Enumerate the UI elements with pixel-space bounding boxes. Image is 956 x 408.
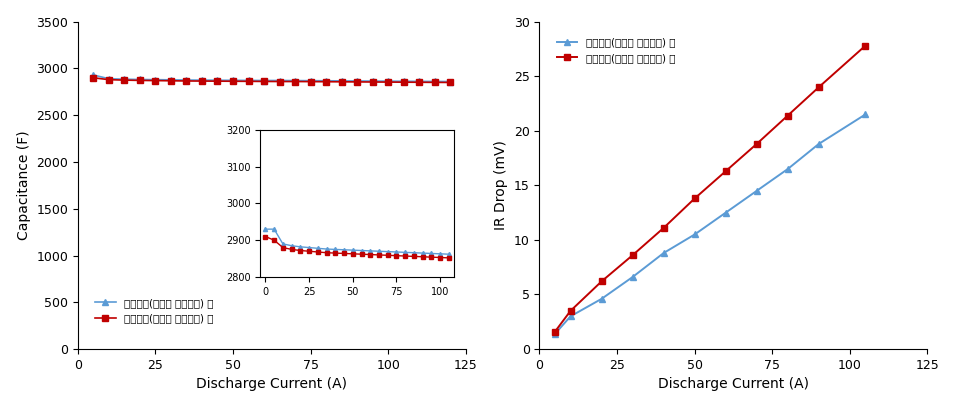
- 가스배울(전해액 추가없음) 후: [119, 78, 130, 82]
- 가스배울(전해액 추가없음) 후: [181, 78, 192, 83]
- 가스배울(전해액 추가없음) 후: [150, 78, 162, 83]
- 가스배울(전해액 추가없음) 후: [134, 78, 145, 83]
- Legend: 가스배울(전해액 추가없음) 전, 가스배울(전해액 추가없음) 후: 가스배울(전해액 추가없음) 전, 가스배울(전해액 추가없음) 후: [91, 294, 218, 328]
- 가스배울(전해액 추가없음) 전: [134, 77, 145, 82]
- 가스배울(전해액 추가없음) 전: [181, 78, 192, 82]
- 가스배울(전해액 추가없음) 후: [103, 77, 115, 82]
- 가스배울(전해액 추가없음) 전: [150, 77, 162, 82]
- 가스배울(전해액 추가없음) 후: [165, 78, 177, 83]
- 가스배울(전해액 추가없음) 전: [243, 78, 254, 83]
- 가스배울(전해액 추가없음) 후: [382, 80, 394, 84]
- Line: 가스배울(전해액 추가없음) 전: 가스배울(전해액 추가없음) 전: [91, 72, 453, 84]
- 가스배울(전해액 추가없음) 후: [196, 79, 207, 84]
- 가스배울(전해액 추가없음) 후: [211, 79, 223, 84]
- 가스배울(전해액 추가없음) 후: [290, 79, 301, 84]
- 가스배울(전해액 추가없음) 후: [273, 79, 285, 84]
- Legend: 가스배울(전해액 추가없음) 전, 가스배울(전해액 추가없음) 후: 가스배울(전해액 추가없음) 전, 가스배울(전해액 추가없음) 후: [553, 33, 680, 67]
- 가스배울(전해액 추가없음) 후: [243, 79, 254, 84]
- 가스배울(전해액 추가없음) 후: [414, 80, 425, 85]
- 가스배울(전해액 추가없음) 후: [565, 308, 576, 313]
- 가스배울(전해액 추가없음) 전: [782, 166, 793, 171]
- 가스배울(전해액 추가없음) 후: [228, 79, 239, 84]
- 가스배울(전해액 추가없음) 후: [627, 253, 639, 258]
- Y-axis label: IR Drop (mV): IR Drop (mV): [494, 140, 509, 230]
- 가스배울(전해액 추가없음) 후: [859, 43, 871, 48]
- 가스배울(전해액 추가없음) 전: [336, 78, 347, 83]
- 가스배울(전해액 추가없음) 후: [689, 196, 701, 201]
- 가스배울(전해액 추가없음) 후: [751, 142, 763, 146]
- 가스배울(전해액 추가없음) 전: [550, 331, 561, 336]
- 가스배울(전해액 추가없음) 후: [305, 79, 316, 84]
- 가스배울(전해액 추가없음) 후: [258, 79, 270, 84]
- 가스배울(전해액 추가없음) 전: [814, 142, 825, 146]
- 가스배울(전해액 추가없음) 전: [290, 78, 301, 83]
- 가스배울(전해액 추가없음) 전: [352, 78, 363, 83]
- Y-axis label: Capacitance (F): Capacitance (F): [16, 131, 31, 240]
- Line: 가스배울(전해액 추가없음) 전: 가스배울(전해액 추가없음) 전: [552, 111, 869, 337]
- 가스배울(전해액 추가없음) 전: [165, 78, 177, 82]
- 가스배울(전해액 추가없음) 전: [859, 112, 871, 117]
- 가스배울(전해액 추가없음) 전: [596, 296, 607, 301]
- 가스배울(전해액 추가없음) 전: [382, 79, 394, 84]
- 가스배울(전해액 추가없음) 후: [720, 169, 731, 174]
- 가스배울(전해액 추가없음) 후: [596, 279, 607, 284]
- 가스배울(전해액 추가없음) 전: [367, 79, 379, 84]
- 가스배울(전해액 추가없음) 전: [320, 78, 332, 83]
- 가스배울(전해액 추가없음) 전: [273, 78, 285, 83]
- 가스배울(전해액 추가없음) 후: [445, 80, 456, 85]
- 가스배울(전해액 추가없음) 전: [429, 79, 441, 84]
- 가스배울(전해액 추가없음) 전: [196, 78, 207, 82]
- 가스배울(전해액 추가없음) 후: [429, 80, 441, 85]
- X-axis label: Discharge Current (A): Discharge Current (A): [658, 377, 809, 391]
- 가스배울(전해액 추가없음) 전: [627, 275, 639, 279]
- 가스배울(전해액 추가없음) 전: [658, 251, 669, 255]
- Line: 가스배울(전해액 추가없음) 후: 가스배울(전해액 추가없음) 후: [91, 75, 453, 85]
- 가스배울(전해액 추가없음) 후: [782, 113, 793, 118]
- 가스배울(전해액 추가없음) 전: [305, 78, 316, 83]
- 가스배울(전해액 추가없음) 후: [352, 80, 363, 84]
- 가스배울(전해액 추가없음) 전: [228, 78, 239, 83]
- 가스배울(전해액 추가없음) 후: [398, 80, 409, 84]
- 가스배울(전해액 추가없음) 후: [814, 85, 825, 90]
- 가스배울(전해액 추가없음) 전: [751, 188, 763, 193]
- X-axis label: Discharge Current (A): Discharge Current (A): [196, 377, 347, 391]
- 가스배울(전해액 추가없음) 전: [414, 79, 425, 84]
- 가스배울(전해액 추가없음) 전: [119, 77, 130, 82]
- 가스배울(전해액 추가없음) 후: [88, 75, 99, 80]
- 가스배울(전해액 추가없음) 전: [258, 78, 270, 83]
- 가스배울(전해액 추가없음) 후: [367, 80, 379, 84]
- Line: 가스배울(전해액 추가없음) 후: 가스배울(전해액 추가없음) 후: [552, 42, 869, 335]
- 가스배울(전해액 추가없음) 전: [720, 210, 731, 215]
- 가스배울(전해액 추가없음) 전: [103, 76, 115, 81]
- 가스배울(전해액 추가없음) 후: [550, 329, 561, 334]
- 가스배울(전해액 추가없음) 후: [658, 226, 669, 231]
- 가스배울(전해액 추가없음) 전: [565, 314, 576, 319]
- 가스배울(전해액 추가없음) 전: [398, 79, 409, 84]
- 가스배울(전해액 추가없음) 후: [320, 79, 332, 84]
- 가스배울(전해액 추가없음) 전: [88, 73, 99, 78]
- 가스배울(전해액 추가없음) 전: [445, 79, 456, 84]
- 가스배울(전해액 추가없음) 전: [211, 78, 223, 83]
- 가스배울(전해액 추가없음) 전: [689, 232, 701, 237]
- 가스배울(전해액 추가없음) 후: [336, 80, 347, 84]
